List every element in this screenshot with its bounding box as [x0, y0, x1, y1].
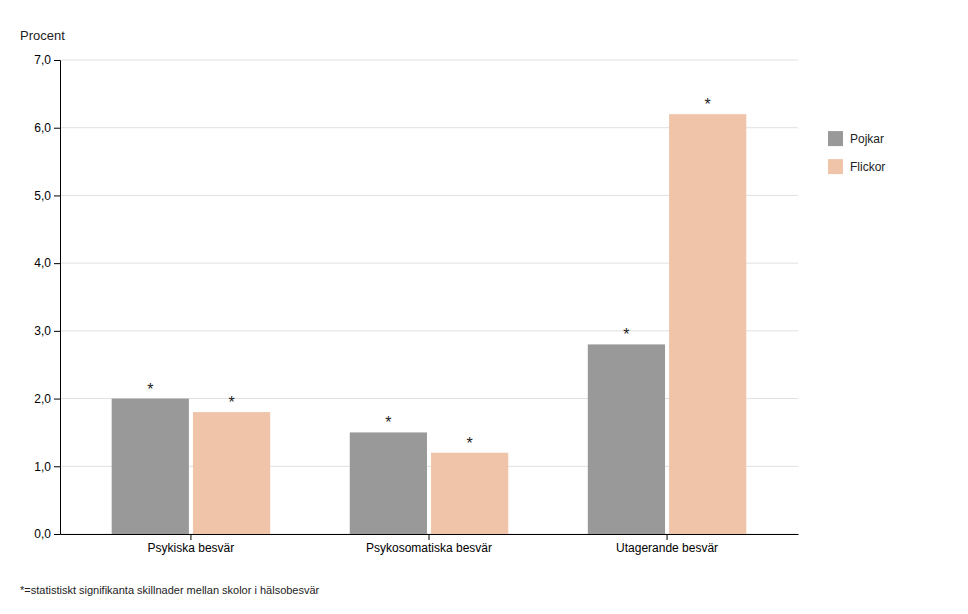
- annotation: *: [385, 414, 391, 431]
- bar: [588, 344, 665, 534]
- annotation: *: [467, 435, 473, 452]
- legend: Pojkar Flickor: [828, 131, 885, 174]
- y-tick-label: 6,0: [34, 121, 51, 135]
- y-tick: 7,0: [34, 53, 60, 67]
- bars: [112, 114, 747, 534]
- y-tick: 5,0: [34, 189, 60, 203]
- annotations: * * * * * *: [147, 96, 711, 452]
- bar: [112, 399, 189, 534]
- annotation: *: [623, 326, 629, 343]
- x-axis: Psykiska besvär Psykosomatiska besvär Utag…: [61, 534, 799, 555]
- y-tick-label: 2,0: [34, 392, 51, 406]
- y-tick-label: 4,0: [34, 256, 51, 270]
- x-tick: Psykosomatiska besvär: [366, 534, 492, 555]
- y-tick-mark: [54, 263, 60, 264]
- y-tick: 6,0: [34, 121, 60, 135]
- chart: 0,01,02,03,04,05,06,07,0Psykiska besvärP…: [0, 0, 968, 614]
- bar: [350, 432, 427, 534]
- y-tick-mark: [54, 60, 60, 61]
- footnote: *=statistiskt signifikanta skillnader me…: [20, 584, 320, 596]
- bar-series: [112, 344, 665, 534]
- bar: [669, 114, 746, 534]
- legend-item: Pojkar: [828, 131, 884, 146]
- y-tick-mark: [54, 534, 60, 535]
- y-tick: 1,0: [34, 460, 60, 474]
- annotation: *: [147, 381, 153, 398]
- x-tick-label: Psykiska besvär: [148, 541, 235, 555]
- bar: [431, 453, 508, 534]
- legend-item: Flickor: [828, 159, 885, 174]
- y-tick-label: 0,0: [34, 527, 51, 541]
- legend-label: Pojkar: [850, 132, 884, 146]
- y-tick-mark: [54, 195, 60, 196]
- annotation: *: [228, 394, 234, 411]
- x-tick-label: Psykosomatiska besvär: [366, 541, 492, 555]
- y-tick: 0,0: [34, 527, 60, 541]
- y-tick: 4,0: [34, 256, 60, 270]
- y-tick-label: 7,0: [34, 53, 51, 67]
- y-tick-label: 1,0: [34, 460, 51, 474]
- x-tick-mark: [429, 534, 430, 540]
- legend-label: Flickor: [850, 160, 885, 174]
- legend-swatch: [828, 131, 843, 146]
- x-tick-mark: [190, 534, 191, 540]
- y-tick: 2,0: [34, 392, 60, 406]
- grid-line: [60, 60, 798, 61]
- y-tick-label: 5,0: [34, 189, 51, 203]
- x-tick: Utagerande besvär: [616, 534, 718, 555]
- y-tick-mark: [54, 466, 60, 467]
- grid: [60, 60, 798, 534]
- y-tick-mark: [54, 128, 60, 129]
- bar: [193, 412, 270, 534]
- x-tick: Psykiska besvär: [148, 534, 235, 555]
- y-tick-mark: [54, 331, 60, 332]
- y-tick-mark: [54, 399, 60, 400]
- y-tick-label: 3,0: [34, 324, 51, 338]
- y-axis-line: [54, 61, 61, 535]
- legend-swatch: [828, 159, 843, 174]
- plot: 0,01,02,03,04,05,06,07,0Psykiska besvärP…: [34, 53, 798, 554]
- x-tick-label: Utagerande besvär: [616, 541, 718, 555]
- x-tick-mark: [667, 534, 668, 540]
- annotation: *: [705, 96, 711, 113]
- y-axis: 0,0 1,0 2,0 3,0 4,0 5,0 6,0 7,0: [34, 53, 60, 541]
- y-axis-title: Procent: [20, 28, 65, 43]
- bar-series: [193, 114, 746, 534]
- y-tick: 3,0: [34, 324, 60, 338]
